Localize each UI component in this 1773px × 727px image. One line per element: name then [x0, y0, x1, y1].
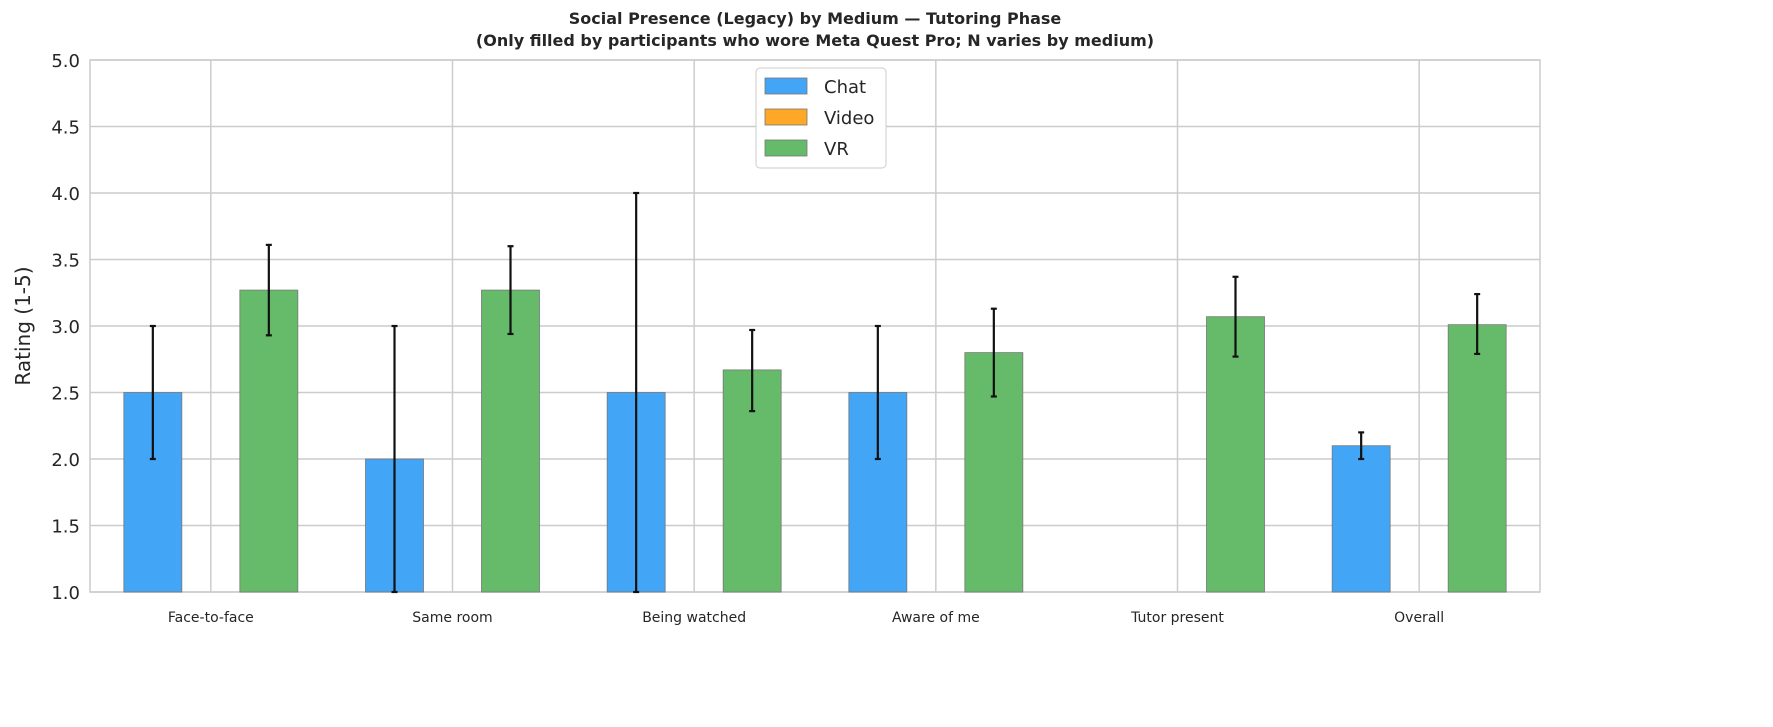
y-tick-label: 1.5 [51, 517, 80, 538]
y-tick-label: 1.0 [51, 583, 80, 604]
x-tick-label: Being watched [642, 610, 746, 626]
y-axis-label: Rating (1-5) [11, 266, 35, 385]
x-tick-label: Tutor present [1130, 610, 1224, 626]
y-tick-label: 2.5 [51, 384, 80, 405]
y-tick-label: 4.5 [51, 118, 80, 139]
y-tick-label: 5.0 [51, 51, 80, 72]
x-tick-label: Same room [412, 610, 492, 626]
legend-label: VR [824, 139, 849, 160]
y-tick-label: 2.0 [51, 450, 80, 471]
chart-subtitle: (Only filled by participants who wore Me… [476, 31, 1154, 50]
legend-swatch-video [764, 108, 808, 126]
bar-vr [481, 289, 540, 593]
legend-swatch-chat [764, 77, 808, 95]
legend-label: Video [824, 108, 874, 129]
x-tick-label: Overall [1394, 610, 1444, 626]
x-tick-label: Aware of me [892, 610, 980, 626]
legend-label: Chat [824, 77, 866, 98]
bar-vr [1206, 316, 1265, 593]
y-tick-label: 4.0 [51, 184, 80, 205]
y-tick-label: 3.5 [51, 251, 80, 272]
legend-swatch-vr [764, 139, 808, 157]
chart-title: Social Presence (Legacy) by Medium — Tut… [569, 9, 1062, 28]
x-tick-label: Face-to-face [168, 610, 254, 626]
bar-chat [1331, 445, 1391, 593]
plot-frame [89, 59, 1541, 593]
bar-vr [239, 289, 299, 593]
bar-vr [1447, 324, 1507, 593]
y-tick-label: 3.0 [51, 317, 80, 338]
